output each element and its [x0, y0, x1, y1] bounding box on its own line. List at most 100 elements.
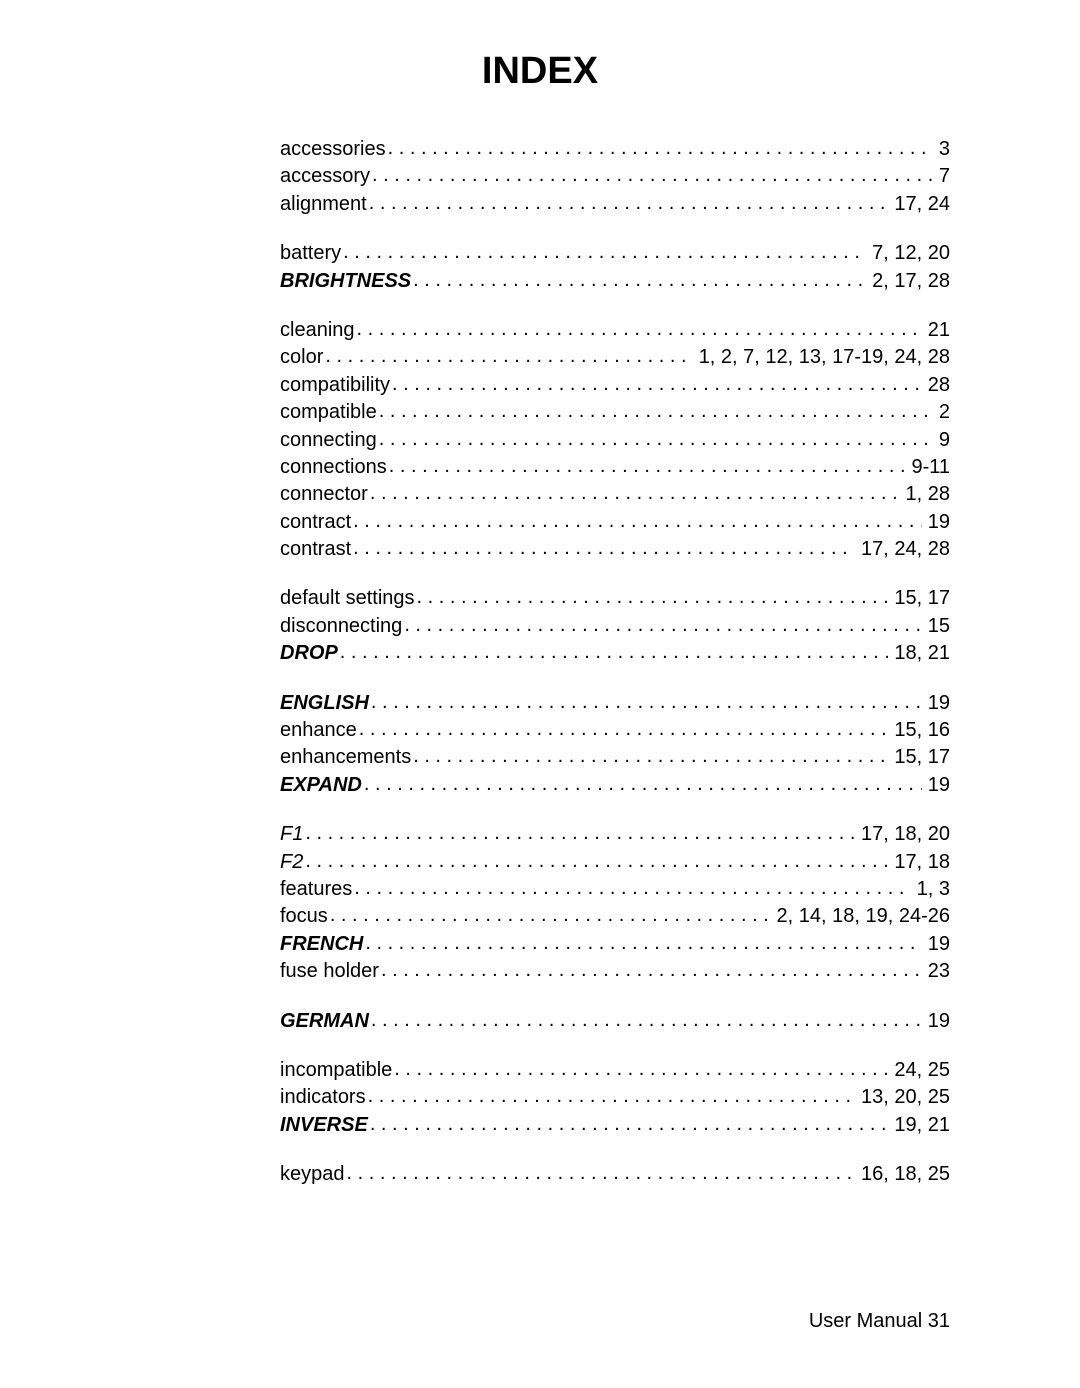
dot-leader — [388, 135, 933, 155]
dot-leader — [381, 957, 922, 977]
dot-leader — [347, 1160, 856, 1180]
index-row: enhance15, 16 — [280, 716, 950, 743]
index-pages: 18, 21 — [890, 640, 950, 666]
index-row: keypad 16, 18, 25 — [280, 1160, 950, 1187]
index-pages: 15, 17 — [890, 585, 950, 611]
index-pages: 19 — [924, 931, 950, 957]
index-row: compatible2 — [280, 398, 950, 425]
index-term: cleaning — [280, 317, 355, 343]
index-term: INVERSE — [280, 1112, 368, 1138]
index-row: color1, 2, 7, 12, 13, 17-19, 24, 28 — [280, 343, 950, 370]
index-group: keypad 16, 18, 25 — [280, 1160, 950, 1187]
dot-leader — [413, 267, 866, 287]
index-term: compatibility — [280, 372, 390, 398]
index-term: FRENCH — [280, 931, 363, 957]
index-group: cleaning 21color1, 2, 7, 12, 13, 17-19, 2… — [280, 316, 950, 563]
dot-leader — [392, 371, 922, 391]
index-term: keypad — [280, 1161, 345, 1187]
index-term: F1 — [280, 821, 303, 847]
index-group: accessories 3accessory7alignment17, 24 — [280, 135, 950, 217]
index-row: accessory7 — [280, 162, 950, 189]
index-term: EXPAND — [280, 772, 362, 798]
dot-leader — [354, 875, 910, 895]
index-term: features — [280, 876, 352, 902]
index-pages: 21 — [924, 317, 950, 343]
dot-leader — [404, 612, 921, 632]
page-title: INDEX — [130, 50, 950, 93]
index-pages: 15, 17 — [890, 744, 950, 770]
index-row: connections 9-11 — [280, 453, 950, 480]
index-term: indicators — [280, 1084, 366, 1110]
index-row: ENGLISH19 — [280, 689, 950, 716]
index-pages: 28 — [924, 372, 950, 398]
index-row: GERMAN19 — [280, 1007, 950, 1034]
index-pages: 13, 20, 25 — [857, 1084, 950, 1110]
index-row: compatibility 28 — [280, 371, 950, 398]
index-term: default settings — [280, 585, 415, 611]
index-row: DROP 18, 21 — [280, 639, 950, 666]
index-pages: 9 — [935, 427, 950, 453]
dot-leader — [325, 343, 692, 363]
index-row: fuse holder23 — [280, 957, 950, 984]
index-row: FRENCH 19 — [280, 930, 950, 957]
index-term: incompatible — [280, 1057, 392, 1083]
index-group: GERMAN19 — [280, 1007, 950, 1034]
index-pages: 19 — [924, 509, 950, 535]
dot-leader — [417, 584, 889, 604]
dot-leader — [357, 316, 922, 336]
index-pages: 17, 18, 20 — [857, 821, 950, 847]
index-pages: 19, 21 — [890, 1112, 950, 1138]
index-pages: 1, 28 — [902, 481, 950, 507]
index-pages: 9-11 — [907, 454, 950, 480]
dot-leader — [389, 453, 906, 473]
index-term: accessories — [280, 136, 386, 162]
index-row: alignment17, 24 — [280, 190, 950, 217]
index-term: connections — [280, 454, 387, 480]
index-group: F117, 18, 20F217, 18features1, 3focus2, … — [280, 820, 950, 984]
index-term: disconnecting — [280, 613, 402, 639]
page-footer: User Manual 31 — [809, 1310, 950, 1333]
dot-leader — [394, 1056, 888, 1076]
index-term: fuse holder — [280, 958, 379, 984]
index-term: DROP — [280, 640, 338, 666]
index-row: features 1, 3 — [280, 875, 950, 902]
index-pages: 24, 25 — [890, 1057, 950, 1083]
index-group: ENGLISH19enhance15, 16enhancements 15, 17… — [280, 689, 950, 799]
index-group: incompatible24, 25indicators13, 20, 25IN… — [280, 1056, 950, 1138]
dot-leader — [305, 848, 888, 868]
index-pages: 1, 2, 7, 12, 13, 17-19, 24, 28 — [695, 344, 950, 370]
dot-leader — [340, 639, 889, 659]
dot-leader — [379, 398, 933, 418]
index-row: indicators 13, 20, 25 — [280, 1083, 950, 1110]
index-term: alignment — [280, 191, 367, 217]
index-row: incompatible 24, 25 — [280, 1056, 950, 1083]
index-pages: 16, 18, 25 — [857, 1161, 950, 1187]
index-group: default settings15, 17disconnecting15DRO… — [280, 584, 950, 666]
index-term: BRIGHTNESS — [280, 268, 411, 294]
index-term: compatible — [280, 399, 377, 425]
index-term: F2 — [280, 849, 303, 875]
index-term: ENGLISH — [280, 690, 369, 716]
index-term: battery — [280, 240, 341, 266]
index-pages: 7, 12, 20 — [868, 240, 950, 266]
index-row: INVERSE 19, 21 — [280, 1111, 950, 1138]
index-row: F1 17, 18, 20 — [280, 820, 950, 847]
index-term: connecting — [280, 427, 377, 453]
dot-leader — [370, 480, 900, 500]
dot-leader — [379, 426, 933, 446]
index-row: disconnecting 15 — [280, 612, 950, 639]
dot-leader — [305, 820, 855, 840]
dot-leader — [370, 1111, 889, 1131]
index-row: connecting 9 — [280, 426, 950, 453]
dot-leader — [359, 716, 889, 736]
index-pages: 7 — [935, 163, 950, 189]
dot-leader — [371, 1007, 922, 1027]
index-row: accessories 3 — [280, 135, 950, 162]
index-pages: 1, 3 — [913, 876, 950, 902]
index-pages: 15 — [924, 613, 950, 639]
dot-leader — [365, 930, 921, 950]
index-term: connector — [280, 481, 368, 507]
index-pages: 3 — [935, 136, 950, 162]
index-term: GERMAN — [280, 1008, 369, 1034]
index-term: enhancements — [280, 744, 411, 770]
